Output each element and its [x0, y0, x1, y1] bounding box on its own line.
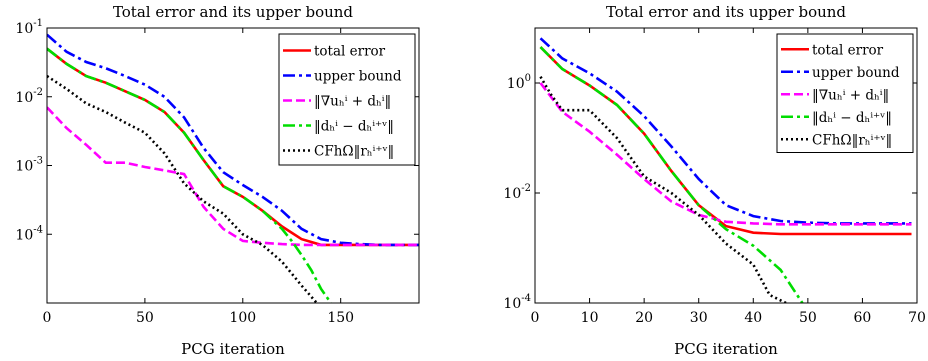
- legend-entry: upper bound: [812, 65, 900, 81]
- series-line-5: [47, 75, 319, 303]
- chart-1: Total error and its upper bound 0 50 100 150…: [15, 3, 420, 358]
- x-tick-label: 70: [908, 310, 926, 326]
- y-tick-label: 10-3: [15, 156, 43, 175]
- y-tick-label: 10-2: [503, 183, 531, 202]
- x-tick-label: 30: [690, 310, 708, 326]
- x-tick-label: 100: [229, 310, 256, 326]
- legend: total error upper bound ‖∇uₕⁱ + dₕⁱ‖ ‖dₕⁱ −…: [776, 33, 914, 153]
- legend-entry: total error: [314, 44, 386, 60]
- legend-entry: ‖dₕⁱ − dₕⁱ⁺ᵛ‖: [314, 119, 394, 135]
- x-tick-label: 0: [43, 310, 52, 326]
- plot-frame: [534, 27, 918, 304]
- x-tick-label: 0: [531, 310, 540, 326]
- y-tick-label: 10-4: [15, 224, 43, 243]
- chart-2: Total error and its upper bound 0 10 20 30 40…: [503, 3, 925, 358]
- y-tick-label: 100: [507, 73, 531, 92]
- x-tick-label: 60: [854, 310, 872, 326]
- legend-entry: CFhΩ‖rₕⁱ⁺ᵛ‖: [812, 132, 892, 148]
- series-line-3: [47, 106, 419, 247]
- x-tick-label: 20: [635, 310, 653, 326]
- legend-entry: upper bound: [314, 69, 402, 85]
- x-tick-label: 40: [744, 310, 762, 326]
- legend-entry: ‖dₕⁱ − dₕⁱ⁺ᵛ‖: [812, 110, 892, 126]
- series-line-4: [47, 47, 332, 303]
- x-axis-label: PCG iteration: [674, 340, 778, 358]
- y-tick-label: 10-2: [15, 87, 43, 106]
- x-tick-label: 10: [581, 310, 599, 326]
- series-line-3: [539, 82, 912, 226]
- legend-entry: total error: [812, 42, 884, 58]
- legend: total error upper bound ‖∇uₕⁱ + dₕⁱ‖ ‖dₕⁱ −…: [278, 33, 416, 166]
- series-line-5: [539, 76, 787, 303]
- x-tick-label: 50: [799, 310, 817, 326]
- series-line-4: [539, 46, 804, 303]
- series-line-2: [539, 37, 912, 225]
- x-tick-label: 150: [327, 310, 354, 326]
- chart-title: Total error and its upper bound: [606, 3, 846, 21]
- x-tick-label: 50: [136, 310, 154, 326]
- y-tick-label: 10-4: [503, 293, 531, 312]
- legend-entry: ‖∇uₕⁱ + dₕⁱ‖: [812, 87, 889, 103]
- x-axis-label: PCG iteration: [181, 340, 285, 358]
- y-tick-label: 10-1: [15, 18, 43, 37]
- legend-entry: ‖∇uₕⁱ + dₕⁱ‖: [314, 94, 391, 110]
- chart-title: Total error and its upper bound: [113, 3, 353, 21]
- legend-entry: CFhΩ‖rₕⁱ⁺ᵛ‖: [314, 144, 394, 160]
